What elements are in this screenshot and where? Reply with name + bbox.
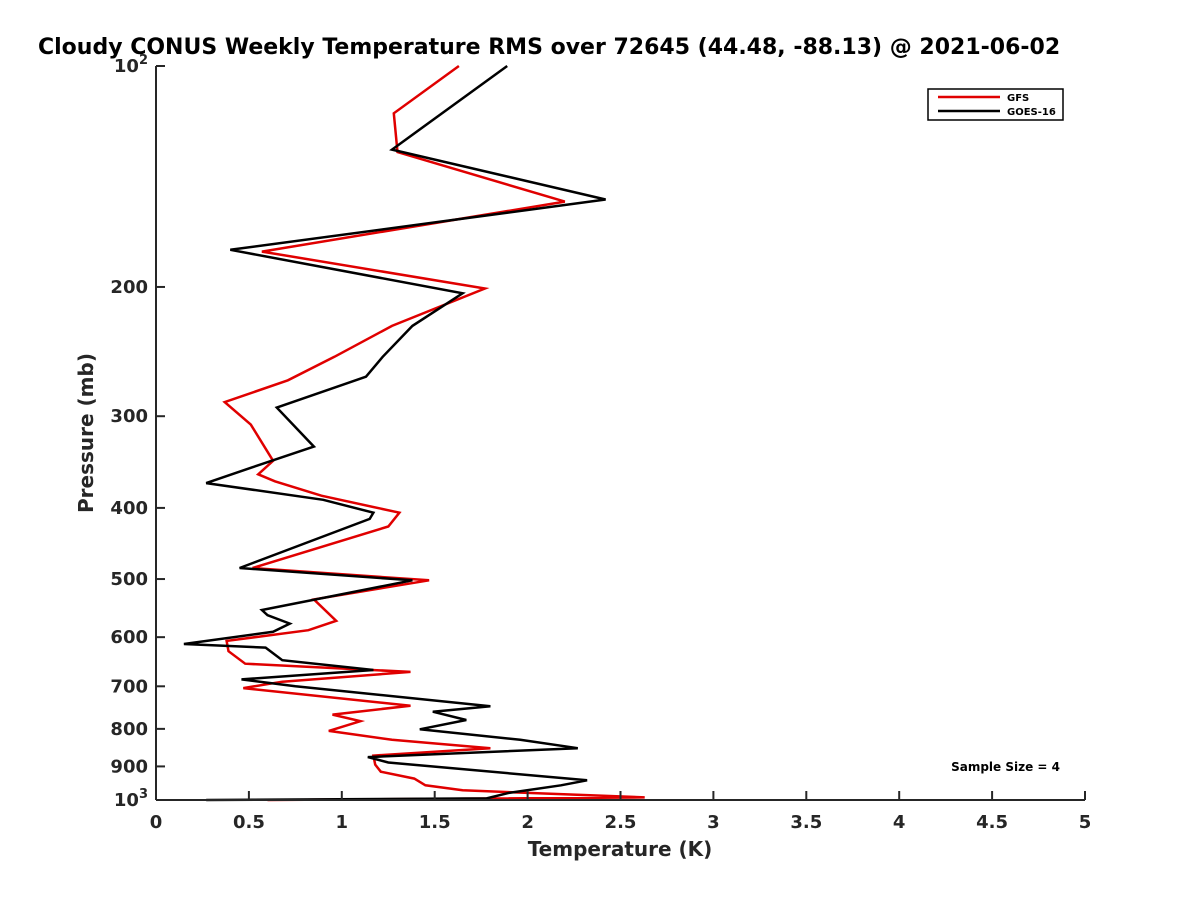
legend: GFS GOES-16 xyxy=(927,88,1064,121)
x-tick-label: 4.5 xyxy=(976,812,1008,833)
x-tick-label: 5 xyxy=(1079,812,1092,833)
y-tick-label: 700 xyxy=(110,676,148,697)
y-tick-label: 400 xyxy=(110,498,148,519)
y-tick-label: 500 xyxy=(110,569,148,590)
y-tick-label: 300 xyxy=(110,406,148,427)
legend-label: GFS xyxy=(1007,93,1029,104)
x-tick-label: 3.5 xyxy=(790,812,822,833)
y-tick-label: 103 xyxy=(114,787,148,811)
y-tick-label: 102 xyxy=(114,53,148,77)
x-tick-label: 2.5 xyxy=(605,812,637,833)
y-tick-label: 900 xyxy=(110,756,148,777)
x-tick-label: 3 xyxy=(707,812,720,833)
y-tick-label: 800 xyxy=(110,719,148,740)
series-layer xyxy=(183,64,645,802)
x-axis-label: Temperature (K) xyxy=(528,837,713,861)
x-tick-label: 1.5 xyxy=(419,812,451,833)
x-tick-label: 0.5 xyxy=(233,812,265,833)
x-tick-label: 4 xyxy=(893,812,906,833)
legend-label: GOES-16 xyxy=(1007,107,1056,118)
x-tick-label: 1 xyxy=(336,812,349,833)
x-tick-label: 0 xyxy=(150,812,163,833)
x-tick-label: 2 xyxy=(521,812,534,833)
series-line-goes-16 xyxy=(183,64,606,802)
y-tick-label: 600 xyxy=(110,627,148,648)
sample-size-annotation: Sample Size = 4 xyxy=(951,760,1060,774)
y-axis-label: Pressure (mb) xyxy=(74,353,98,513)
legend-box xyxy=(927,88,1064,121)
y-tick-label: 200 xyxy=(110,277,148,298)
axes-layer: 0 0.5 1 1.5 2 2.5 3 3.5 4 4.5 5 102 200 300 400 500 600 7… xyxy=(110,53,1091,833)
chart-title: Cloudy CONUS Weekly Temperature RMS over… xyxy=(38,35,1060,60)
